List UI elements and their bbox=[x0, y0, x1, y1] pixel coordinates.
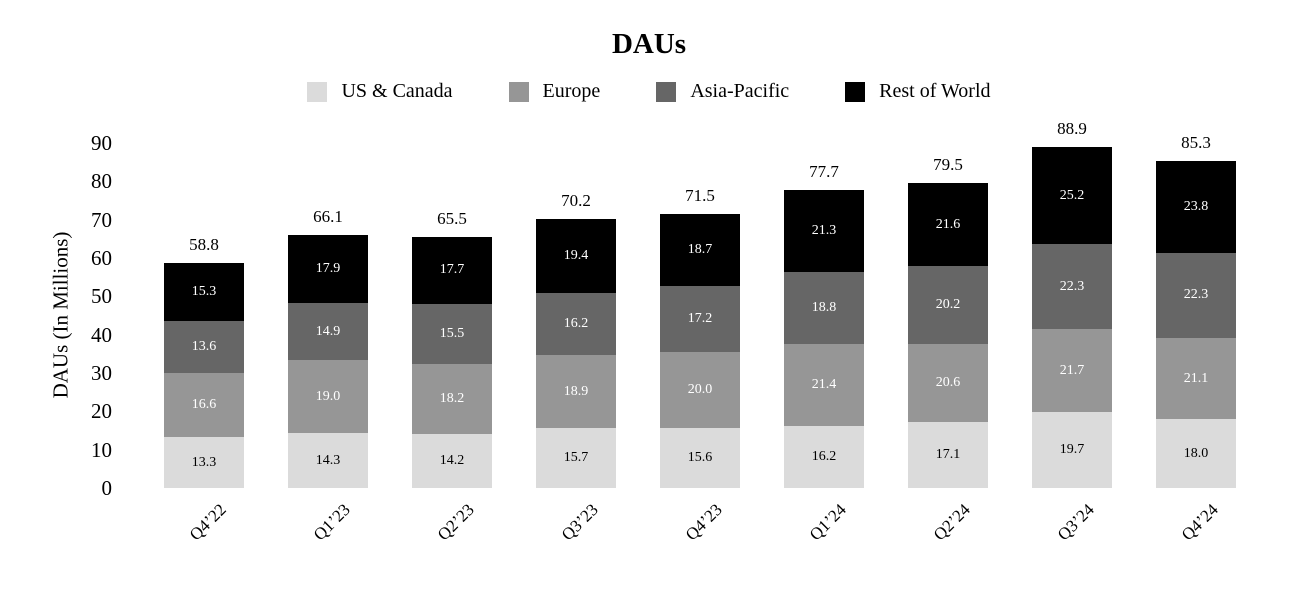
legend-label: Asia-Pacific bbox=[690, 80, 790, 102]
bar-segment-europe: 16.6 bbox=[164, 373, 244, 438]
bar-segment-us-canada: 14.3 bbox=[288, 433, 368, 488]
bar-segment-asia-pacific: 22.3 bbox=[1032, 243, 1112, 330]
bar-segment-asia-pacific: 15.5 bbox=[412, 304, 492, 364]
y-tick-label: 20 bbox=[91, 399, 112, 424]
bar-slot: 77.7 21.3 18.8 21.4 16.2 Q1’24 bbox=[762, 143, 886, 544]
plot-area: 58.8 15.3 13.6 16.6 13.3 Q4’22 66.1 17.9 14.9 19.… bbox=[142, 119, 1258, 544]
legend-swatch-rest-of-world bbox=[845, 81, 866, 102]
bar-segment-europe: 21.1 bbox=[1156, 338, 1236, 419]
bar-segment-rest-of-world: 25.2 bbox=[1032, 147, 1112, 244]
y-tick-label: 30 bbox=[91, 361, 112, 385]
chart-title: DAUs bbox=[611, 28, 687, 60]
y-tick-label: 80 bbox=[91, 169, 112, 194]
y-tick-label: 40 bbox=[91, 322, 112, 347]
bar-q4-22: 58.8 15.3 13.6 16.6 13.3 bbox=[164, 235, 244, 488]
x-tick-label: Q3’23 bbox=[557, 500, 602, 545]
y-tick-label: 50 bbox=[91, 284, 112, 309]
y-axis-ticks: 0 10 20 30 40 50 60 70 80 90 bbox=[0, 131, 112, 500]
bar-segment-asia-pacific: 16.2 bbox=[536, 293, 616, 356]
legend-item-europe: Europe bbox=[508, 80, 601, 103]
y-tick-label: 10 bbox=[91, 437, 112, 462]
bar-total-label: 71.5 bbox=[685, 185, 715, 205]
bar-segment-us-canada: 15.7 bbox=[536, 427, 616, 488]
bar-total-label: 79.5 bbox=[933, 155, 963, 175]
bar-slot: 88.9 25.2 22.3 21.7 19.7 Q3’24 bbox=[1010, 119, 1134, 544]
x-tick-label: Q3’24 bbox=[1053, 500, 1098, 545]
bar-segment-rest-of-world: 17.9 bbox=[288, 234, 368, 304]
bar-segment-rest-of-world: 17.7 bbox=[412, 236, 492, 305]
bar-q3-24: 88.9 25.2 22.3 21.7 19.7 bbox=[1032, 119, 1112, 488]
legend-swatch-us-canada bbox=[307, 81, 328, 102]
x-tick-label: Q4’24 bbox=[1177, 500, 1222, 545]
bar-segment-us-canada: 18.0 bbox=[1156, 419, 1236, 488]
bar-q1-23: 66.1 17.9 14.9 19.0 14.3 bbox=[288, 207, 368, 488]
bar-segment-us-canada: 17.1 bbox=[908, 422, 988, 488]
legend-swatch-asia-pacific bbox=[656, 81, 677, 102]
x-tick-label: Q1’23 bbox=[309, 500, 354, 545]
bar-segment-rest-of-world: 21.3 bbox=[784, 190, 864, 272]
legend-item-rest-of-world: Rest of World bbox=[845, 80, 991, 103]
y-tick-label: 60 bbox=[91, 246, 112, 270]
x-tick-label: Q4’23 bbox=[681, 500, 726, 545]
bar-segment-europe: 19.0 bbox=[288, 360, 368, 434]
bar-slot: 85.3 23.8 22.3 21.1 18.0 Q4’24 bbox=[1134, 133, 1258, 544]
chart-legend: US & Canada Europe Asia-Pacific Rest of Wor… bbox=[0, 80, 1298, 103]
bar-segment-rest-of-world: 15.3 bbox=[164, 262, 244, 322]
bar-slot: 79.5 21.6 20.2 20.6 17.1 Q2’24 bbox=[886, 143, 1010, 544]
x-tick-label: Q4’22 bbox=[185, 500, 230, 545]
bar-segment-europe: 21.4 bbox=[784, 343, 864, 426]
y-tick-label: 90 bbox=[91, 131, 112, 155]
bar-segment-asia-pacific: 13.6 bbox=[164, 321, 244, 374]
bar-segment-europe: 20.0 bbox=[660, 351, 740, 429]
bar-segment-europe: 18.2 bbox=[412, 363, 492, 434]
bar-segment-europe: 18.9 bbox=[536, 355, 616, 428]
bar-slot: 65.5 17.7 15.5 18.2 14.2 Q2’23 bbox=[390, 143, 514, 544]
bar-q4-23: 71.5 18.7 17.2 20.0 15.6 bbox=[660, 186, 740, 488]
y-tick-label: 0 bbox=[101, 476, 113, 500]
bar-total-label: 58.8 bbox=[189, 234, 219, 254]
bar-segment-us-canada: 13.3 bbox=[164, 437, 244, 488]
bar-total-label: 70.2 bbox=[561, 190, 591, 210]
bar-total-label: 88.9 bbox=[1057, 119, 1087, 139]
bar-slot: 71.5 18.7 17.2 20.0 15.6 Q4’23 bbox=[638, 143, 762, 544]
bar-q2-23: 65.5 17.7 15.5 18.2 14.2 bbox=[412, 209, 492, 488]
bar-segment-us-canada: 14.2 bbox=[412, 433, 492, 488]
bar-segment-rest-of-world: 19.4 bbox=[536, 218, 616, 294]
bar-segment-asia-pacific: 18.8 bbox=[784, 271, 864, 344]
legend-label: Rest of World bbox=[879, 80, 991, 102]
bar-segment-europe: 20.6 bbox=[908, 343, 988, 423]
bar-segment-rest-of-world: 23.8 bbox=[1156, 161, 1236, 253]
bar-q2-24: 79.5 21.6 20.2 20.6 17.1 bbox=[908, 155, 988, 488]
bar-total-label: 65.5 bbox=[437, 208, 467, 228]
bar-segment-europe: 21.7 bbox=[1032, 329, 1112, 413]
x-tick-label: Q2’23 bbox=[433, 500, 478, 545]
bar-segment-asia-pacific: 14.9 bbox=[288, 303, 368, 361]
legend-item-asia-pacific: Asia-Pacific bbox=[656, 80, 789, 103]
bar-total-label: 85.3 bbox=[1181, 133, 1211, 153]
x-tick-label: Q1’24 bbox=[805, 500, 850, 545]
bar-total-label: 77.7 bbox=[809, 162, 839, 182]
legend-label: Europe bbox=[542, 80, 601, 102]
bar-segment-us-canada: 19.7 bbox=[1032, 412, 1112, 488]
bar-q4-24: 85.3 23.8 22.3 21.1 18.0 bbox=[1156, 133, 1236, 488]
bar-segment-asia-pacific: 20.2 bbox=[908, 266, 988, 344]
bar-segment-us-canada: 16.2 bbox=[784, 425, 864, 488]
x-tick-label: Q2’24 bbox=[929, 500, 974, 545]
bar-total-label: 66.1 bbox=[313, 206, 343, 226]
bar-segment-rest-of-world: 21.6 bbox=[908, 183, 988, 267]
bar-slot: 66.1 17.9 14.9 19.0 14.3 Q1’23 bbox=[266, 143, 390, 544]
legend-label: US & Canada bbox=[341, 80, 453, 102]
bar-q1-24: 77.7 21.3 18.8 21.4 16.2 bbox=[784, 162, 864, 488]
y-tick-label: 70 bbox=[91, 207, 112, 232]
bar-segment-asia-pacific: 22.3 bbox=[1156, 252, 1236, 339]
bar-segment-rest-of-world: 18.7 bbox=[660, 213, 740, 286]
bar-slot: 70.2 19.4 16.2 18.9 15.7 Q3’23 bbox=[514, 143, 638, 544]
bar-segment-us-canada: 15.6 bbox=[660, 428, 740, 488]
bar-q3-23: 70.2 19.4 16.2 18.9 15.7 bbox=[536, 191, 616, 488]
legend-swatch-europe bbox=[508, 81, 529, 102]
bar-slot: 58.8 15.3 13.6 16.6 13.3 Q4’22 bbox=[142, 143, 266, 544]
bar-segment-asia-pacific: 17.2 bbox=[660, 285, 740, 352]
legend-item-us-canada: US & Canada bbox=[307, 80, 453, 103]
